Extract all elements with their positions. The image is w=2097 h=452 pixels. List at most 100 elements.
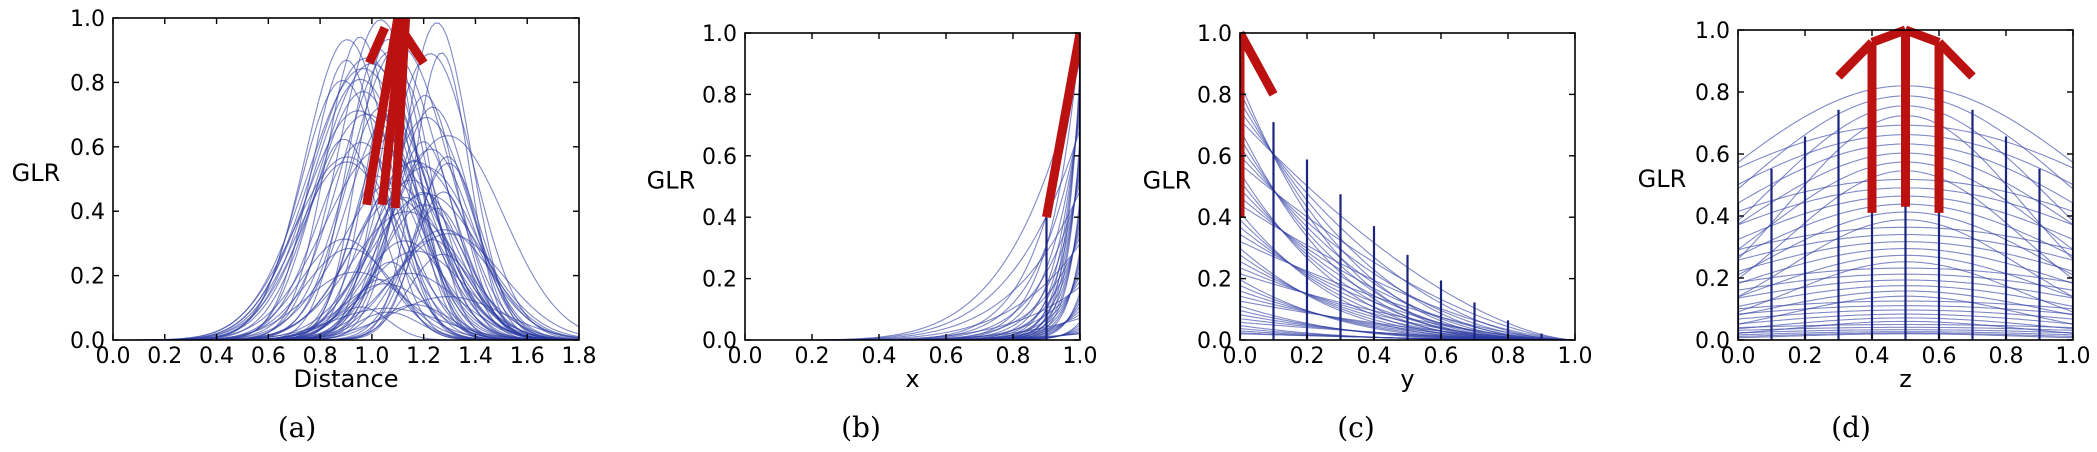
x-axis-label: x <box>905 365 919 393</box>
x-tick-label: 0.6 <box>1922 344 1957 369</box>
axes-frame <box>1239 32 1576 341</box>
axes-frame <box>744 32 1081 341</box>
highlight-line <box>362 17 403 206</box>
y-tick-label: 0.8 <box>702 83 737 108</box>
curve <box>745 39 1080 341</box>
x-tick-label: 0.4 <box>862 344 897 369</box>
highlight-line <box>1835 39 1876 80</box>
highlight-line <box>1935 39 1976 80</box>
x-tick-label: 0.4 <box>1855 344 1890 369</box>
x-tick-label: 0.2 <box>147 344 182 369</box>
curve <box>113 162 579 341</box>
highlight-line <box>1240 30 1278 97</box>
axes-frame <box>112 17 580 341</box>
x-tick-label: 0.4 <box>199 344 234 369</box>
vertical-lines <box>1045 42 1080 340</box>
curve <box>745 190 1080 341</box>
panel-caption: (a) <box>278 411 317 444</box>
plot-area <box>745 32 1080 341</box>
panel-caption: (c) <box>1337 411 1375 444</box>
x-tick-label: 0.8 <box>303 344 338 369</box>
curve <box>745 110 1080 341</box>
x-tick-label: 0.0 <box>728 344 763 369</box>
y-tick-label: 0.6 <box>1695 143 1730 168</box>
x-tick-label: 0.8 <box>1989 344 2024 369</box>
curve <box>745 100 1080 341</box>
x-tick-label: 0.0 <box>1721 344 1756 369</box>
panel-c: 0.0 0.2 0.4 0.6 0.8 1.0 0.0 0.2 0.4 0.6 0.8 1.0 y GLR… <box>1143 22 1593 444</box>
plot-area <box>1240 30 1575 341</box>
y-axis-label: GLR <box>1143 167 1192 195</box>
x-tick-label: 1.0 <box>2056 344 2091 369</box>
x-axis-label: y <box>1400 365 1414 393</box>
highlight-lines <box>1835 25 1976 213</box>
curve <box>113 156 579 341</box>
plot-area <box>113 17 579 341</box>
y-tick-label: 0.4 <box>1695 205 1730 230</box>
panel-d: 0.0 0.2 0.4 0.6 0.8 1.0 0.0 0.2 0.4 0.6 0.8 1.0 z GLR… <box>1638 19 2091 444</box>
y-tick-label: 1.0 <box>1197 22 1232 47</box>
x-tick-label: 1.6 <box>510 344 545 369</box>
x-tick-label: 1.0 <box>354 344 389 369</box>
curve <box>745 243 1080 341</box>
panel-caption: (d) <box>1831 411 1871 444</box>
x-tick-label: 1.8 <box>562 344 597 369</box>
curve <box>113 57 579 341</box>
x-tick-label: 1.0 <box>1063 344 1098 369</box>
x-tick-label: 0.2 <box>1290 344 1325 369</box>
highlight-lines <box>1240 30 1278 218</box>
highlight-lines <box>1042 32 1080 219</box>
x-tick-label: 1.4 <box>458 344 493 369</box>
y-tick-label: 0.6 <box>1197 145 1232 170</box>
highlight-lines <box>362 17 428 209</box>
x-tick-label: 1.0 <box>1558 344 1593 369</box>
x-tick-label: 0.6 <box>929 344 964 369</box>
y-tick-label: 0.6 <box>70 136 105 161</box>
y-tick-label: 0.4 <box>70 200 105 225</box>
y-tick-label: 0.8 <box>70 71 105 96</box>
vertical-lines <box>1240 82 1543 340</box>
x-axis-label: Distance <box>294 365 399 393</box>
panel-b: 0.0 0.2 0.4 0.6 0.8 1.0 0.0 0.2 0.4 0.6 0.8 1.0 x GLR… <box>647 22 1098 444</box>
curve <box>745 119 1080 341</box>
x-tick-label: 0.2 <box>1788 344 1823 369</box>
y-tick-label: 1.0 <box>1695 19 1730 44</box>
y-tick-label: 0.6 <box>702 145 737 170</box>
panel-a: 0.0 0.2 0.4 0.6 0.8 1.0 1.2 1.4 1.6 1.8 0.0 0.2 0.4 0… <box>12 7 597 444</box>
x-tick-label: 0.0 <box>96 344 131 369</box>
curve <box>113 63 579 341</box>
y-tick-label: 0.0 <box>1695 329 1730 354</box>
x-tick-label: 0.6 <box>251 344 286 369</box>
highlight-line <box>1903 25 1941 47</box>
x-tick-label: 0.4 <box>1357 344 1392 369</box>
curve <box>745 138 1080 341</box>
y-tick-label: 0.2 <box>70 265 105 290</box>
y-tick-label: 0.2 <box>1197 268 1232 293</box>
y-axis-label: GLR <box>1638 165 1687 193</box>
plot-area <box>1738 25 2073 340</box>
curve <box>745 250 1080 341</box>
y-tick-label: 0.2 <box>702 268 737 293</box>
x-tick-label: 0.0 <box>1223 344 1258 369</box>
y-axis-label: GLR <box>647 167 696 195</box>
curve <box>745 165 1080 341</box>
y-tick-label: 0.4 <box>1197 206 1232 231</box>
panel-caption: (b) <box>841 411 881 444</box>
curve <box>745 70 1080 341</box>
axes-frame <box>1737 29 2074 341</box>
background-curves <box>1738 85 2073 339</box>
y-tick-label: 0.8 <box>1695 81 1730 106</box>
y-tick-label: 1.0 <box>702 22 737 47</box>
highlight-line <box>365 25 389 65</box>
highlight-line <box>396 25 428 66</box>
y-tick-label: 0.0 <box>70 329 105 354</box>
x-tick-label: 0.8 <box>996 344 1031 369</box>
curve <box>745 129 1080 341</box>
y-tick-label: 0.4 <box>702 206 737 231</box>
y-tick-label: 0.0 <box>1197 329 1232 354</box>
y-tick-label: 0.0 <box>702 329 737 354</box>
x-tick-label: 0.6 <box>1424 344 1459 369</box>
background-curves <box>745 39 1080 341</box>
background-curves <box>113 19 579 341</box>
